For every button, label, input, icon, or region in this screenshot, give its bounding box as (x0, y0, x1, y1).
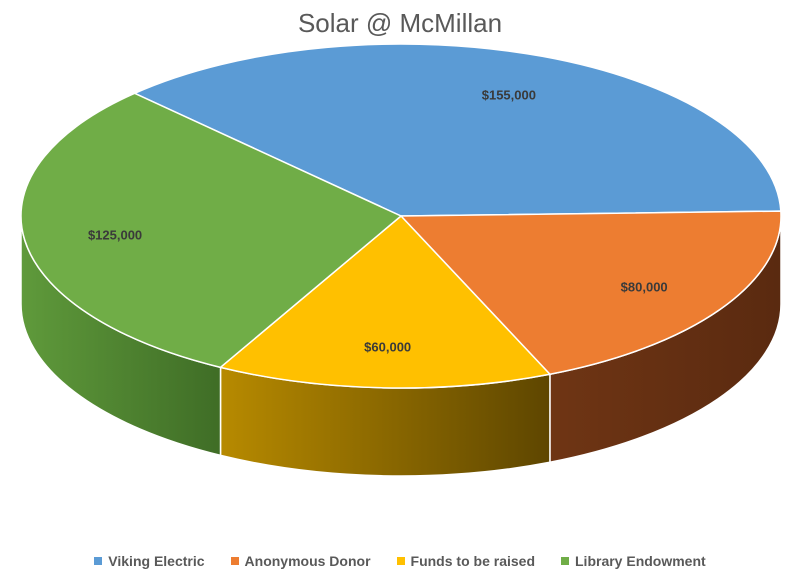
legend-swatch (230, 557, 239, 565)
legend-item-library-endowment: Library Endowment (561, 553, 706, 569)
legend-swatch (94, 557, 103, 565)
pie-slice-library-endowment (20, 92, 403, 369)
legend-swatch (396, 557, 405, 565)
legend-label: Anonymous Donor (244, 553, 371, 569)
legend-label: Funds to be raised (410, 553, 535, 569)
chart-legend: Viking Electric Anonymous Donor Funds to… (0, 553, 800, 569)
chart-title: Solar @ McMillan (297, 8, 503, 38)
data-label-anonymous-donor: $80,000 (621, 280, 668, 295)
pie-slice-funds-to-be-raised (218, 214, 552, 389)
data-label-viking-electric: $155,000 (482, 88, 536, 103)
pie-slice-anonymous-donor (399, 210, 782, 376)
pie-slice-viking-electric (132, 43, 782, 217)
legend-item-anonymous-donor: Anonymous Donor (230, 553, 371, 569)
data-label-funds-to-be-raised: $60,000 (364, 340, 411, 355)
legend-label: Library Endowment (575, 553, 706, 569)
legend-item-funds-to-be-raised: Funds to be raised (396, 553, 535, 569)
legend-swatch (561, 557, 569, 565)
legend-label: Viking Electric (108, 553, 205, 569)
legend-item-viking-electric: Viking Electric (94, 553, 205, 569)
data-label-library-endowment: $125,000 (88, 227, 142, 242)
